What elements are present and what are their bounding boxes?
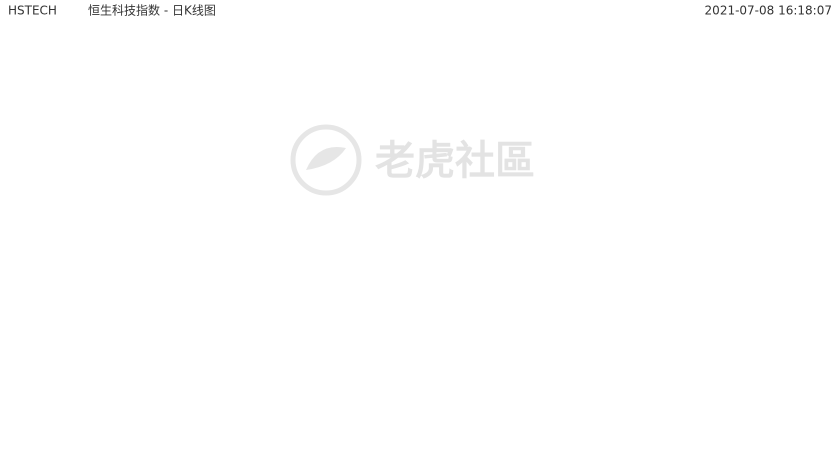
watermark: 老虎社區: [290, 124, 535, 196]
symbol: HSTECH: [8, 4, 57, 18]
watermark-logo: [290, 124, 362, 196]
watermark-text: 老虎社區: [375, 138, 535, 184]
watermark-logo-shape: [306, 146, 346, 170]
timestamp: 2021-07-08 16:18:07: [705, 4, 832, 18]
chart-title: 恒生科技指数 - 日K线图: [88, 3, 216, 18]
